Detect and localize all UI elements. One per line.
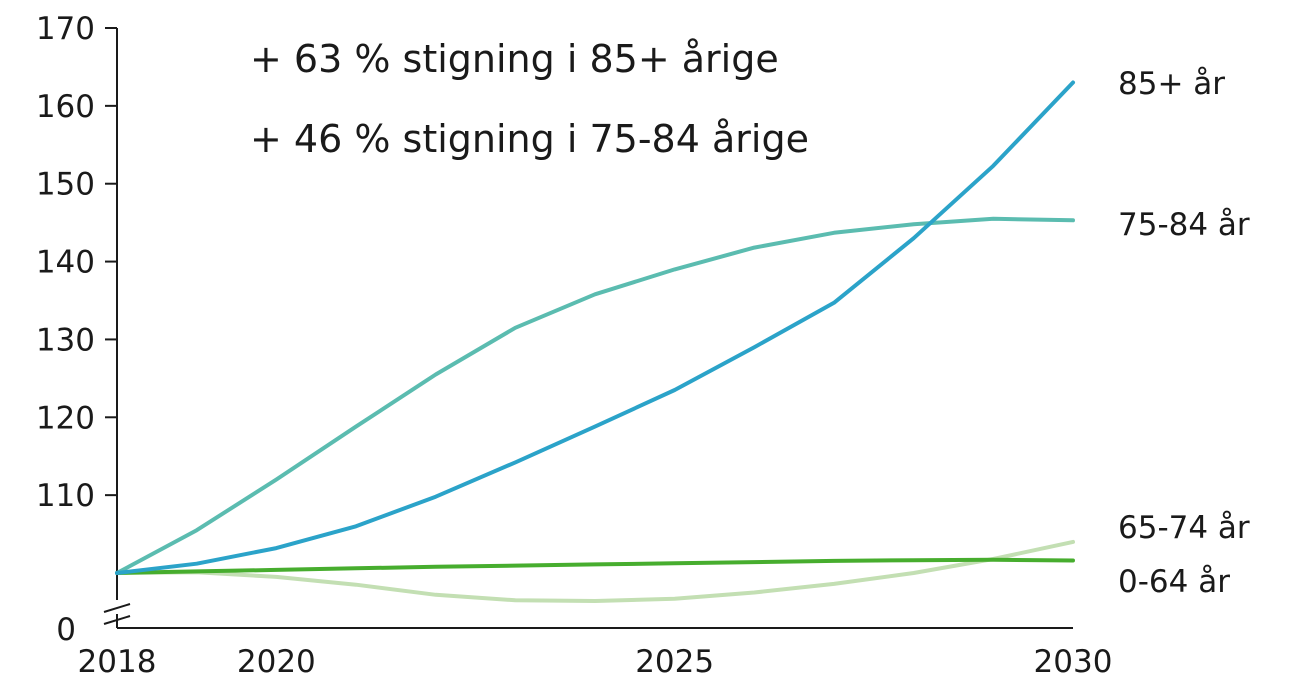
series-line-0-64-r	[115, 557, 1075, 575]
annotation-85plus: + 63 % stigning i 85+ årige	[250, 37, 779, 81]
x-axis: 2018 2020 2025 2030	[78, 627, 1113, 679]
series-label: 65-74 år	[1118, 510, 1250, 546]
y-tick-label: 120	[36, 400, 95, 436]
y-axis: 110 120 130 140 150 160 170 0	[36, 11, 131, 648]
axis-break-mark	[103, 615, 131, 625]
y-tick-label: 140	[36, 245, 95, 281]
series-label: 75-84 år	[1118, 207, 1250, 243]
annotations: + 63 % stigning i 85+ årige + 46 % stign…	[250, 37, 809, 161]
annotation-75-84: + 46 % stigning i 75-84 årige	[250, 117, 809, 161]
x-tick-label: 2030	[1034, 644, 1113, 679]
y-tick-label: 170	[36, 11, 95, 47]
series-line-75-84-r	[115, 216, 1075, 575]
x-tick-label: 2020	[237, 644, 316, 679]
series-line-65-74-r	[115, 539, 1075, 603]
y-tick-label-zero: 0	[56, 612, 76, 648]
series-labels: 85+ år 75-84 år 65-74 år 0-64 år	[1118, 66, 1250, 600]
y-tick-label: 130	[36, 322, 95, 358]
series-label: 0-64 år	[1118, 564, 1230, 600]
y-tick-label: 110	[36, 478, 95, 514]
y-tick-label: 160	[36, 89, 95, 125]
axis-break-mark	[103, 603, 131, 613]
series-label: 85+ år	[1118, 66, 1225, 102]
x-tick-label: 2018	[78, 644, 157, 679]
x-tick-label: 2025	[635, 644, 714, 679]
y-tick-label: 150	[36, 167, 95, 203]
series-layer	[115, 80, 1075, 603]
series-line-85-r	[115, 80, 1075, 575]
